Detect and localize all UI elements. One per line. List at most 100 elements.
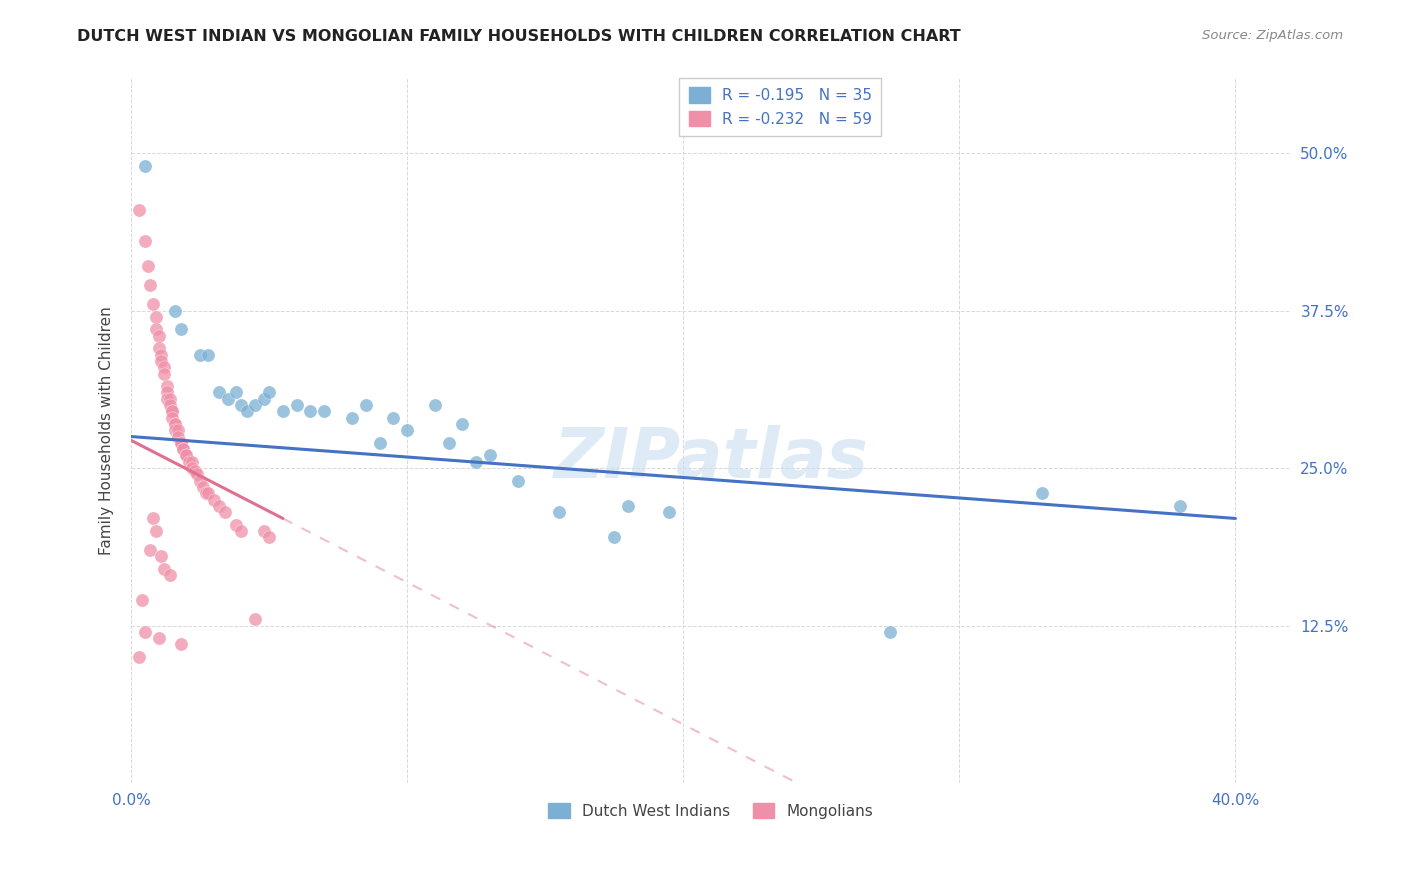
Point	[136, 260, 159, 274]
Point	[506, 474, 529, 488]
Point	[145, 310, 167, 324]
Point	[202, 492, 225, 507]
Text: ZIPatlas: ZIPatlas	[554, 425, 869, 492]
Point	[165, 417, 187, 431]
Point	[191, 480, 214, 494]
Point	[139, 543, 162, 558]
Point	[658, 505, 681, 519]
Point	[162, 404, 184, 418]
Point	[153, 562, 176, 576]
Point	[173, 442, 195, 457]
Point	[879, 624, 901, 639]
Point	[170, 637, 193, 651]
Point	[128, 202, 150, 217]
Point	[252, 392, 274, 406]
Point	[603, 530, 626, 544]
Point	[285, 398, 308, 412]
Point	[145, 322, 167, 336]
Point	[478, 449, 501, 463]
Point	[197, 486, 219, 500]
Point	[159, 398, 181, 412]
Point	[174, 449, 197, 463]
Text: DUTCH WEST INDIAN VS MONGOLIAN FAMILY HOUSEHOLDS WITH CHILDREN CORRELATION CHART: DUTCH WEST INDIAN VS MONGOLIAN FAMILY HO…	[77, 29, 962, 45]
Point	[148, 342, 170, 356]
Point	[177, 455, 200, 469]
Point	[128, 650, 150, 665]
Point	[165, 417, 187, 431]
Point	[214, 505, 236, 519]
Point	[142, 297, 165, 311]
Point	[423, 398, 446, 412]
Point	[617, 499, 640, 513]
Point	[225, 517, 247, 532]
Point	[148, 328, 170, 343]
Point	[188, 348, 211, 362]
Point	[1168, 499, 1191, 513]
Point	[236, 404, 259, 418]
Point	[170, 435, 193, 450]
Point	[150, 549, 173, 564]
Point	[197, 348, 219, 362]
Point	[131, 593, 153, 607]
Point	[245, 398, 267, 412]
Point	[134, 234, 156, 248]
Point	[299, 404, 322, 418]
Point	[257, 530, 280, 544]
Point	[225, 385, 247, 400]
Point	[548, 505, 571, 519]
Point	[231, 524, 253, 538]
Legend: Dutch West Indians, Mongolians: Dutch West Indians, Mongolians	[543, 797, 879, 825]
Point	[170, 435, 193, 450]
Point	[159, 568, 181, 582]
Point	[142, 511, 165, 525]
Point	[188, 474, 211, 488]
Point	[162, 404, 184, 418]
Text: Source: ZipAtlas.com: Source: ZipAtlas.com	[1202, 29, 1343, 43]
Point	[134, 624, 156, 639]
Point	[465, 455, 488, 469]
Point	[159, 392, 181, 406]
Point	[134, 159, 156, 173]
Point	[148, 631, 170, 645]
Point	[314, 404, 336, 418]
Point	[173, 442, 195, 457]
Point	[156, 392, 179, 406]
Point	[180, 461, 202, 475]
Point	[167, 429, 190, 443]
Point	[145, 524, 167, 538]
Point	[451, 417, 474, 431]
Point	[245, 612, 267, 626]
Point	[194, 486, 217, 500]
Point	[437, 435, 460, 450]
Point	[186, 467, 208, 482]
Point	[150, 354, 173, 368]
Point	[153, 367, 176, 381]
Point	[139, 278, 162, 293]
Point	[1031, 486, 1053, 500]
Point	[208, 499, 231, 513]
Point	[156, 385, 179, 400]
Point	[257, 385, 280, 400]
Point	[208, 385, 231, 400]
Point	[165, 303, 187, 318]
Point	[165, 423, 187, 437]
Point	[354, 398, 377, 412]
Point	[174, 449, 197, 463]
Point	[252, 524, 274, 538]
Point	[162, 410, 184, 425]
Point	[231, 398, 253, 412]
Point	[340, 410, 363, 425]
Point	[150, 348, 173, 362]
Point	[271, 404, 294, 418]
Point	[382, 410, 405, 425]
Point	[167, 423, 190, 437]
Point	[170, 322, 193, 336]
Point	[183, 464, 205, 478]
Point	[153, 360, 176, 375]
Point	[396, 423, 419, 437]
Point	[180, 455, 202, 469]
Y-axis label: Family Households with Children: Family Households with Children	[100, 306, 114, 555]
Point	[217, 392, 239, 406]
Point	[156, 379, 179, 393]
Point	[368, 435, 391, 450]
